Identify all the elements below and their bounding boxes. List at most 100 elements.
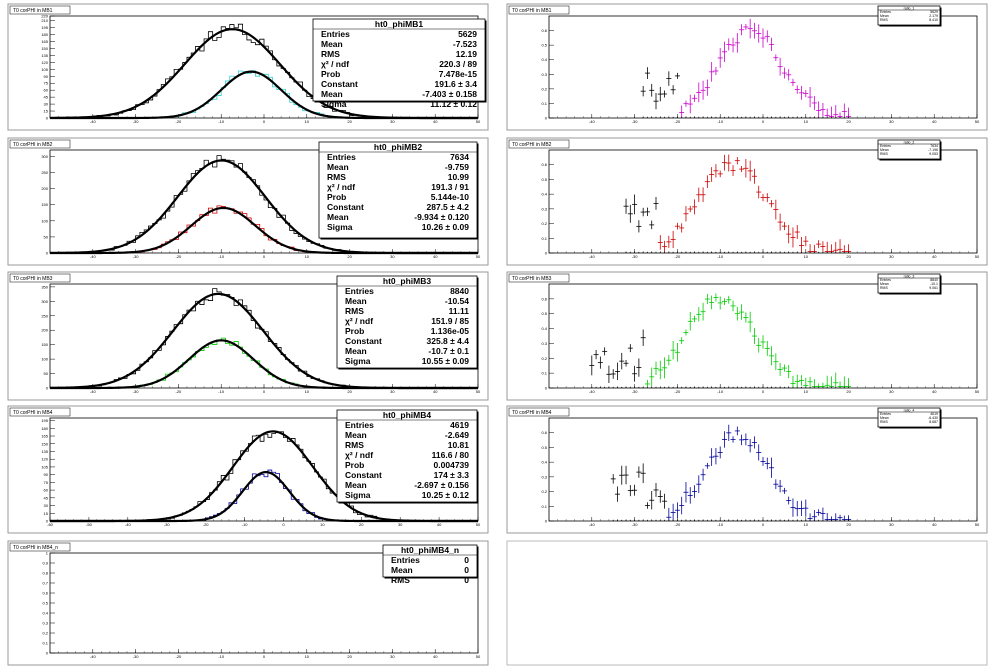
x-tick-label: 10: [305, 389, 310, 394]
baseline-point: [689, 116, 691, 118]
y-tick-label: 180: [41, 426, 48, 431]
x-tick-label: 30: [390, 654, 395, 659]
x-tick-label: 30: [390, 389, 395, 394]
baseline-point: [775, 386, 777, 388]
x-tick-label: 40: [932, 254, 937, 259]
baseline-point: [672, 519, 674, 521]
baseline-point: [813, 116, 815, 118]
baseline-point: [753, 116, 755, 118]
baseline-point: [801, 116, 803, 118]
baseline-point: [621, 386, 623, 388]
y-tick-label: 300: [41, 299, 48, 304]
y-tick-label: 165: [41, 434, 48, 439]
baseline-point: [723, 251, 725, 253]
x-tick-label: -40: [589, 254, 596, 259]
baseline-point: [745, 116, 747, 118]
baseline-point: [779, 251, 781, 253]
chart-pad-left-4: T0 corPHI in MB4 -60 -50 -40 -30 -20 -10 0 10 20 3…: [7, 405, 489, 534]
baseline-point: [766, 386, 768, 388]
x-tick-label: -50: [86, 522, 93, 527]
stats-label: Entries: [880, 278, 891, 282]
x-tick-label: -40: [589, 119, 596, 124]
baseline-point: [749, 251, 751, 253]
stats-label: Mean: [345, 296, 367, 306]
stats-label: Sigma: [345, 490, 371, 500]
x-tick-label: -40: [90, 119, 97, 124]
stats-label: RMS: [391, 575, 410, 585]
y-tick-label: 45: [44, 95, 49, 100]
baseline-point: [826, 116, 828, 118]
stats-value: -7.403 ± 0.158: [422, 89, 477, 99]
baseline-point: [826, 519, 828, 521]
baseline-point: [736, 251, 738, 253]
stats-value: -9.759: [445, 162, 469, 172]
stats-box: ht0_phiMB3 Entries 8840 Mean -10.54 RMS 11.11 χ…: [336, 275, 479, 370]
x-tick-label: 0: [263, 254, 266, 259]
x-tick-label: -20: [176, 254, 183, 259]
baseline-point: [702, 519, 704, 521]
baseline-point: [809, 116, 811, 118]
baseline-point: [685, 251, 687, 253]
baseline-point: [771, 251, 773, 253]
baseline-point: [625, 251, 627, 253]
y-tick-label: 75: [44, 81, 49, 86]
baseline-point: [655, 251, 657, 253]
baseline-point: [809, 386, 811, 388]
stats-label: RMS: [880, 152, 888, 156]
y-tick-label: 0.2: [42, 631, 48, 636]
stats-value: -6.430: [928, 416, 938, 420]
x-tick-label: 10: [305, 119, 310, 124]
stats-label: Mean: [321, 89, 343, 99]
x-tick-label: 10: [305, 254, 310, 259]
y-tick-label: 50: [44, 234, 49, 239]
baseline-point: [646, 519, 648, 521]
y-tick-label: 195: [41, 25, 48, 30]
baseline-point: [728, 116, 730, 118]
baseline-point: [792, 386, 794, 388]
baseline-point: [685, 386, 687, 388]
baseline-point: [638, 386, 640, 388]
stats-frame: [877, 139, 941, 160]
y-tick-label: 0.2: [541, 489, 547, 494]
x-tick-label: 10: [804, 522, 809, 527]
stats-value: 8840: [450, 286, 469, 296]
y-tick-label: 120: [41, 457, 48, 462]
y-tick-label: 0.4: [42, 611, 48, 616]
y-tick-label: 0.3: [541, 72, 547, 77]
x-tick-label: -40: [589, 389, 596, 394]
x-tick-label: 50: [975, 254, 980, 259]
pad-title-box: [9, 542, 71, 552]
y-tick-label: 0.2: [541, 86, 547, 91]
stats-label: Mean: [327, 212, 349, 222]
x-tick-label: 30: [889, 389, 894, 394]
x-tick-label: 20: [846, 119, 851, 124]
stats-title: ht0_phiMB4_n: [401, 545, 459, 555]
baseline-point: [809, 519, 811, 521]
baseline-point: [668, 386, 670, 388]
x-tick-label: -20: [176, 654, 183, 659]
y-tick-label: 200: [41, 186, 48, 191]
baseline-point: [801, 386, 803, 388]
stats-label: RMS: [345, 306, 364, 316]
y-tick-label: 50: [44, 371, 49, 376]
baseline-point: [659, 519, 661, 521]
x-tick-label: -10: [218, 389, 225, 394]
baseline-point: [664, 519, 666, 521]
y-tick-label: 0: [46, 519, 49, 524]
y-tick-label: 0.6: [541, 430, 547, 435]
baseline-point: [664, 386, 666, 388]
baseline-point: [694, 116, 696, 118]
baseline-point: [843, 519, 845, 521]
stats-value: 2.179: [929, 14, 938, 18]
x-tick-label: -40: [125, 522, 132, 527]
baseline-point: [732, 519, 734, 521]
baseline-point: [723, 116, 725, 118]
y-tick-label: 45: [44, 495, 49, 500]
baseline-point: [664, 251, 666, 253]
stats-value: 174 ± 3.3: [434, 470, 470, 480]
stats-label: Entries: [321, 29, 350, 39]
stats-title: ht0_phiMB2: [374, 142, 422, 152]
baseline-point: [706, 116, 708, 118]
baseline-point: [801, 519, 803, 521]
y-tick-label: 0.6: [541, 28, 547, 33]
